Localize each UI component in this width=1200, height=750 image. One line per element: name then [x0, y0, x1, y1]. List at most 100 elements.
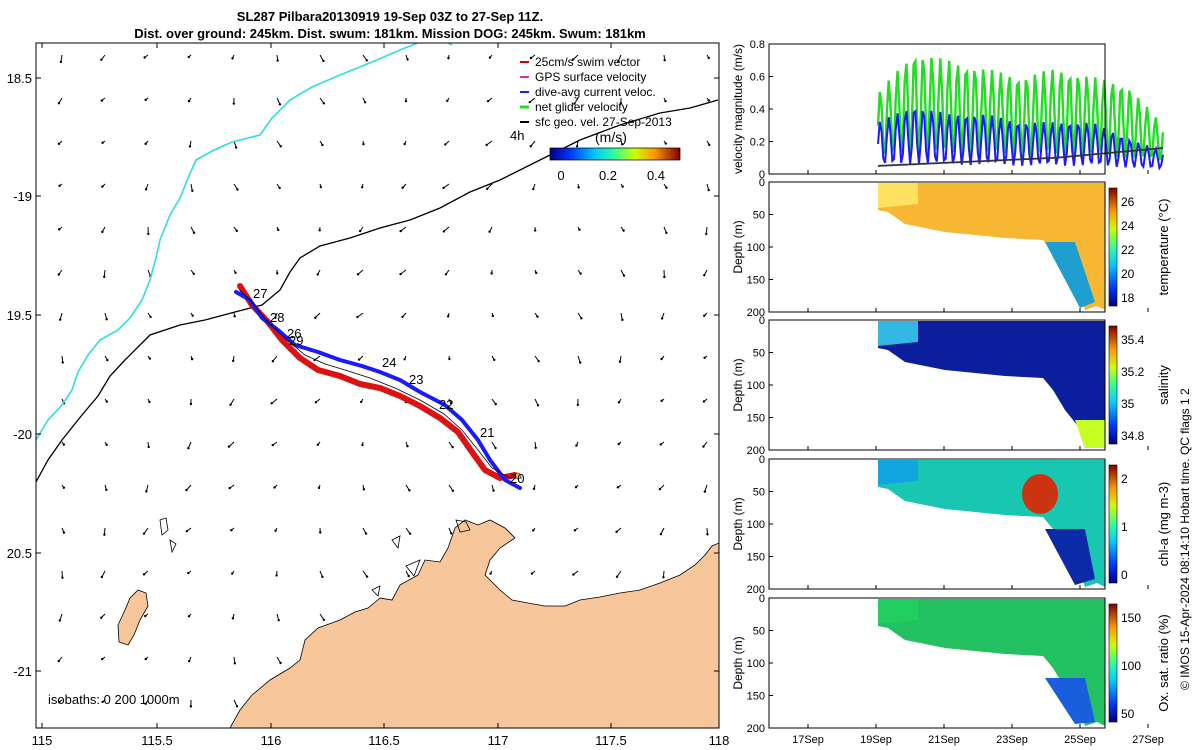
velocity-arrow-head	[573, 102, 576, 106]
section-surface-layer	[878, 183, 918, 208]
velocity-arrow-head	[358, 229, 362, 233]
velocity-arrow-head	[529, 145, 532, 148]
velocity-arrow-head	[532, 487, 536, 490]
velocity-arrow-head	[529, 56, 533, 60]
velocity-arrow-head	[228, 486, 231, 490]
velocity-arrow-head	[62, 531, 66, 534]
colorbar-tick-label: 20	[1121, 267, 1135, 281]
velocity-arrow-head	[664, 99, 667, 103]
panel-1: 0 0.2 0.4 0.6 0.8 velocity magnitude (m/s)	[731, 39, 1165, 181]
velocity-arrow-head	[707, 188, 710, 192]
day-label: 22	[439, 397, 453, 412]
x-tick-label: 17Sep	[792, 734, 824, 746]
velocity-arrow-head	[101, 230, 104, 234]
velocity-arrow-head	[233, 315, 236, 318]
velocity-arrow-head	[365, 575, 369, 578]
velocity-arrow-head	[277, 618, 280, 622]
velocity-arrow-head	[105, 443, 108, 447]
velocity-arrow-head	[143, 56, 146, 59]
x-tick-label: 25Sep	[1064, 734, 1096, 746]
day-label: 24	[382, 355, 396, 370]
y-tick-label: 0.4	[750, 104, 765, 116]
chl-maximum	[1022, 474, 1058, 514]
velocity-arrow-head	[663, 275, 666, 279]
velocity-arrow-head	[232, 102, 236, 105]
velocity-arrow-head	[571, 58, 575, 61]
colorbar-side-label: 4h	[510, 128, 524, 143]
map-x-tick-label: 116.5	[368, 733, 400, 748]
velocity-arrow-head	[187, 99, 191, 103]
x-tick-label: 27Sep	[1132, 734, 1164, 746]
velocity-arrow-head	[444, 143, 447, 146]
day-label: 28	[270, 310, 284, 325]
velocity-arrow-head	[403, 357, 406, 361]
colorbar	[1108, 187, 1118, 307]
velocity-arrow-head	[148, 400, 151, 404]
velocity-arrow-head	[189, 402, 193, 406]
map-y-tick-label: 18.5	[7, 71, 32, 86]
velocity-arrow-head	[703, 273, 706, 277]
velocity-arrow-head	[407, 574, 410, 578]
velocity-arrow-head	[236, 188, 239, 191]
velocity-arrow-head	[318, 229, 321, 232]
credit-text: © IMOS 15-Apr-2024 08:14:10 Hobart time.…	[1178, 388, 1192, 690]
velocity-arrow-head	[493, 358, 496, 362]
velocity-arrow-head	[62, 486, 66, 489]
colorbar	[1108, 603, 1118, 723]
colorbar-tick-label: 2	[1121, 472, 1128, 486]
velocity-arrow-head	[191, 189, 194, 192]
velocity-arrow-head	[192, 272, 195, 276]
velocity-arrow-head	[449, 532, 453, 535]
section-deep-water	[1075, 420, 1105, 448]
y-tick-label: 100	[747, 242, 765, 254]
velocity-arrow-head	[442, 186, 445, 190]
legend-item-label: GPS surface velocity	[535, 70, 646, 84]
velocity-arrow-head	[528, 100, 531, 104]
y-tick-label: 200	[747, 723, 765, 735]
legend-item-label: net glider velocity	[535, 100, 628, 114]
velocity-arrow-head	[187, 615, 191, 618]
velocity-arrow-head	[703, 356, 706, 359]
map-x-tick-label: 118	[709, 733, 730, 748]
figure-title-line1: SL287 Pilbara20130919 19-Sep 03Z to 27-S…	[236, 9, 544, 24]
velocity-arrow-head	[144, 657, 147, 661]
velocity-arrow-head	[532, 529, 535, 532]
velocity-arrow-head	[271, 360, 275, 363]
y-tick-label: 0	[759, 315, 765, 327]
velocity-arrow-head	[57, 228, 61, 231]
velocity-arrow-head	[406, 58, 409, 61]
panel-frame	[768, 597, 1106, 729]
velocity-arrow-head	[142, 573, 146, 576]
velocity-arrow-head	[61, 576, 64, 579]
velocity-arrow-head	[574, 486, 578, 489]
y-tick-label: 0	[759, 169, 765, 181]
section-deep-water	[1045, 678, 1095, 724]
velocity-arrow-head	[316, 443, 320, 446]
panel-4: 0 50 100 150 200 0 1 2 chl-a (mg m-3) Depth (m)	[731, 454, 1171, 596]
velocity-arrow-head	[580, 317, 583, 320]
map-axis-ticks: 115 115.5 116 116.5 117 117.5 118 18.5 -19 19.5 -2…	[7, 43, 730, 748]
velocity-arrow-head	[149, 315, 152, 319]
velocity-arrow-head	[403, 142, 406, 146]
section-fill	[878, 599, 1105, 726]
velocity-arrow-head	[147, 445, 150, 449]
velocity-arrow-head	[105, 488, 108, 492]
islets	[159, 517, 471, 597]
colorbar-tick-label: 0.4	[647, 168, 665, 183]
velocity-arrow-head	[235, 229, 238, 233]
velocity-arrow-head	[100, 58, 103, 61]
velocity-arrow-head	[660, 399, 663, 403]
map-y-tick-label: -19	[13, 189, 32, 204]
y-tick-label: 50	[753, 626, 765, 638]
velocity-arrow-head	[537, 359, 540, 363]
velocity-arrow-head	[100, 575, 104, 579]
velocity-arrow-head	[576, 403, 580, 407]
colorbar-label: chl-a (mg m-3)	[1156, 482, 1171, 567]
day-label: 21	[480, 425, 494, 440]
section-fill	[878, 321, 1105, 448]
map-x-tick-label: 115.5	[141, 733, 173, 748]
velocity-arrow-head	[448, 357, 451, 361]
